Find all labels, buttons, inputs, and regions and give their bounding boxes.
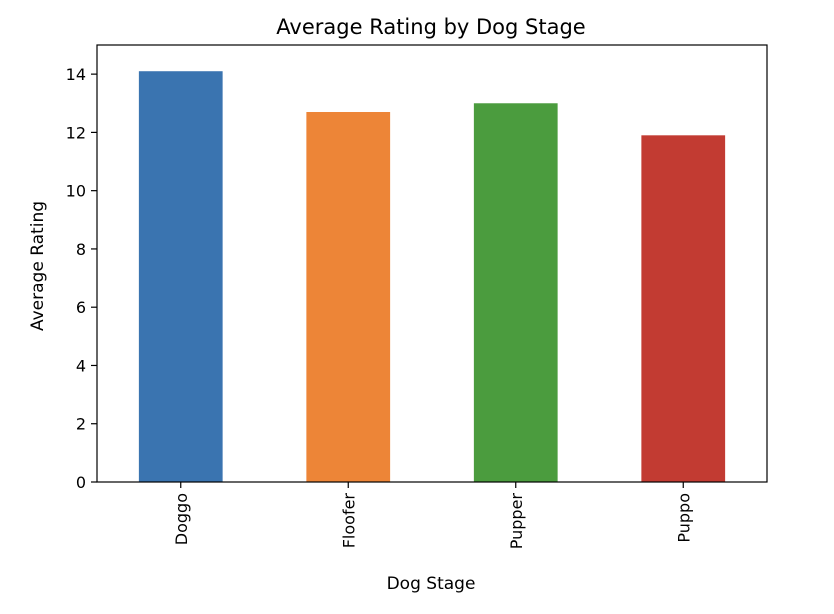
y-tick-label: 8 — [76, 240, 86, 259]
bar-floofer — [306, 112, 391, 483]
bar-doggo — [138, 71, 223, 482]
chart-title: Average Rating by Dog Stage — [276, 15, 585, 39]
bar-puppo — [641, 135, 726, 482]
y-tick-label: 12 — [66, 123, 86, 142]
x-tick-label: Puppo — [674, 493, 693, 543]
x-tick-label: Pupper — [507, 493, 526, 550]
y-tick-label: 14 — [66, 65, 86, 84]
bar-pupper — [473, 103, 558, 483]
y-tick-label: 10 — [66, 182, 86, 201]
y-tick-label: 0 — [76, 473, 86, 492]
y-tick-label: 2 — [76, 415, 86, 434]
y-axis-label: Average Rating — [28, 201, 48, 331]
x-tick-label: Doggo — [172, 493, 191, 545]
y-tick-label: 6 — [76, 298, 86, 317]
x-axis-label: Dog Stage — [387, 574, 476, 594]
plot-area: 0 2 4 6 8 10 12 14 Doggo Floofer Pupper Puppo — [66, 65, 726, 550]
y-tick-label: 4 — [76, 356, 86, 375]
x-tick-label: Floofer — [339, 493, 358, 549]
plot-frame — [96, 44, 768, 483]
